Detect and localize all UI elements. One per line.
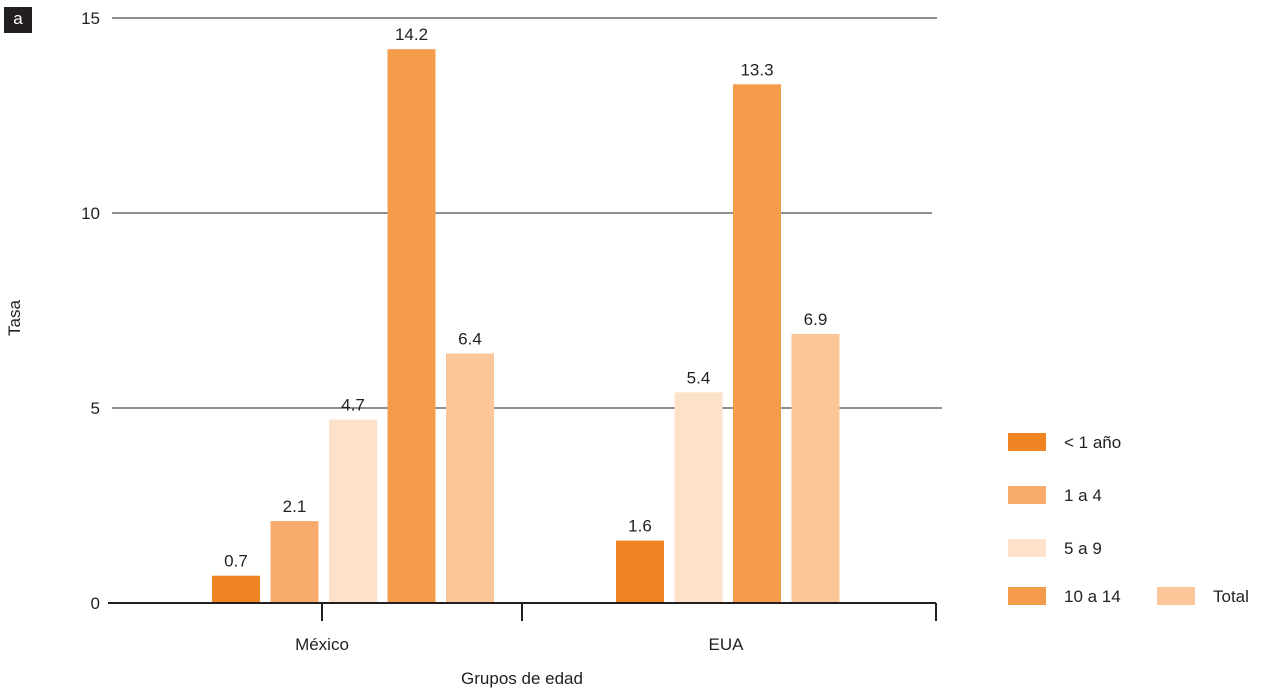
legend: < 1 año 1 a 4 5 a 9 10 a 14 Total — [1008, 433, 1249, 606]
data-label: 2.1 — [283, 497, 307, 516]
bar — [616, 540, 664, 603]
bar — [446, 353, 494, 603]
x-axis: México EUA — [108, 602, 937, 654]
y-tick-label: 10 — [81, 204, 100, 223]
y-axis-ticks: 0 5 10 15 — [81, 9, 100, 613]
legend-swatch — [1008, 539, 1046, 557]
x-tick-label: México — [295, 635, 349, 654]
data-label: 1.6 — [628, 517, 652, 536]
data-label: 14.2 — [395, 25, 428, 44]
legend-swatch — [1008, 486, 1046, 504]
x-tick-label: EUA — [709, 635, 745, 654]
x-axis-label: Grupos de edad — [461, 669, 583, 688]
bar — [791, 333, 840, 603]
data-label: 5.4 — [687, 368, 711, 387]
data-label: 6.4 — [458, 329, 482, 348]
legend-label: 5 a 9 — [1064, 539, 1102, 558]
data-labels: 0.7 2.1 4.7 14.2 6.4 1.6 5.4 13.3 6.9 — [224, 25, 827, 571]
bar — [212, 575, 260, 603]
bar — [674, 392, 723, 603]
legend-swatch — [1008, 587, 1046, 605]
y-tick-label: 5 — [91, 399, 100, 418]
legend-swatch — [1157, 587, 1195, 605]
legend-label: 1 a 4 — [1064, 486, 1102, 505]
y-tick-label: 15 — [81, 9, 100, 28]
data-label: 6.9 — [804, 310, 828, 329]
panel-label: a — [4, 7, 32, 33]
legend-label: < 1 año — [1064, 433, 1121, 452]
bar — [270, 521, 319, 603]
bar — [733, 84, 781, 604]
y-axis-label: Tasa — [5, 300, 24, 336]
legend-label: 10 a 14 — [1064, 587, 1121, 606]
bar — [387, 49, 436, 603]
legend-swatch — [1008, 433, 1046, 451]
legend-label: Total — [1213, 587, 1249, 606]
bar — [329, 419, 377, 603]
y-tick-label: 0 — [91, 594, 100, 613]
data-label: 0.7 — [224, 552, 248, 571]
bars — [212, 49, 840, 604]
data-label: 13.3 — [740, 60, 773, 79]
data-label: 4.7 — [341, 396, 365, 415]
